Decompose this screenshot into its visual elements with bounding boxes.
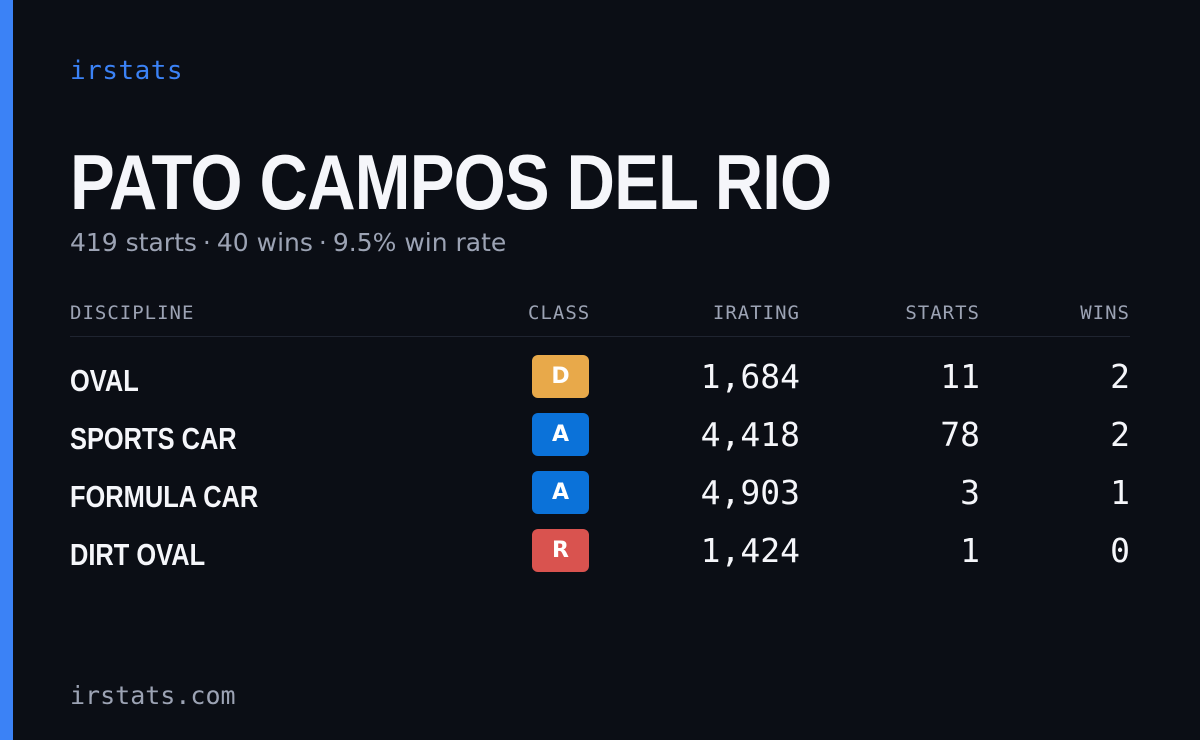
stats-table: DISCIPLINE CLASS IRATING STARTS WINS OVA… bbox=[70, 298, 1130, 572]
discipline-name: OVAL bbox=[70, 363, 139, 398]
wins-value: 0 bbox=[1110, 531, 1130, 570]
wins-value: 2 bbox=[1110, 415, 1130, 454]
summary-separator: · bbox=[318, 228, 327, 257]
brand-logo-text: irstats bbox=[70, 56, 184, 86]
class-badge: R bbox=[532, 529, 589, 572]
irating-value: 4,903 bbox=[700, 473, 800, 512]
header-wins: WINS bbox=[1080, 302, 1130, 324]
header-class: CLASS bbox=[528, 302, 591, 324]
win-rate-summary: 9.5% win rate bbox=[332, 228, 507, 257]
summary-separator: · bbox=[202, 228, 211, 257]
wins-value: 1 bbox=[1110, 473, 1130, 512]
starts-value: 3 bbox=[960, 473, 980, 512]
discipline-name: FORMULA CAR bbox=[70, 479, 259, 514]
wins-summary: 40 wins bbox=[216, 228, 313, 257]
class-badge: A bbox=[532, 413, 589, 456]
wins-value: 2 bbox=[1110, 357, 1130, 396]
discipline-name: DIRT OVAL bbox=[70, 537, 206, 572]
starts-value: 78 bbox=[940, 415, 980, 454]
header-irating: IRATING bbox=[712, 302, 800, 324]
class-badge: D bbox=[532, 355, 589, 398]
starts-value: 1 bbox=[960, 531, 980, 570]
footer-url: irstats.com bbox=[70, 681, 236, 710]
header-discipline: DISCIPLINE bbox=[70, 302, 195, 324]
irating-value: 4,418 bbox=[700, 415, 800, 454]
table-row: DIRT OVAL R 1,424 1 0 bbox=[70, 511, 1130, 572]
driver-name: PATO CAMPOS DEL RIO bbox=[70, 138, 832, 226]
discipline-name: SPORTS CAR bbox=[70, 421, 237, 456]
table-header: DISCIPLINE CLASS IRATING STARTS WINS bbox=[70, 298, 1130, 337]
starts-value: 11 bbox=[940, 357, 980, 396]
table-row: FORMULA CAR A 4,903 3 1 bbox=[70, 453, 1130, 514]
accent-bar bbox=[0, 0, 13, 740]
irating-value: 1,684 bbox=[700, 357, 800, 396]
header-starts: STARTS bbox=[905, 302, 980, 324]
table-row: SPORTS CAR A 4,418 78 2 bbox=[70, 395, 1130, 456]
irating-value: 1,424 bbox=[700, 531, 800, 570]
class-badge: A bbox=[532, 471, 589, 514]
table-row: OVAL D 1,684 11 2 bbox=[70, 337, 1130, 398]
starts-summary: 419 starts bbox=[70, 228, 197, 257]
driver-summary: 419 starts · 40 wins · 9.5% win rate bbox=[70, 228, 506, 257]
